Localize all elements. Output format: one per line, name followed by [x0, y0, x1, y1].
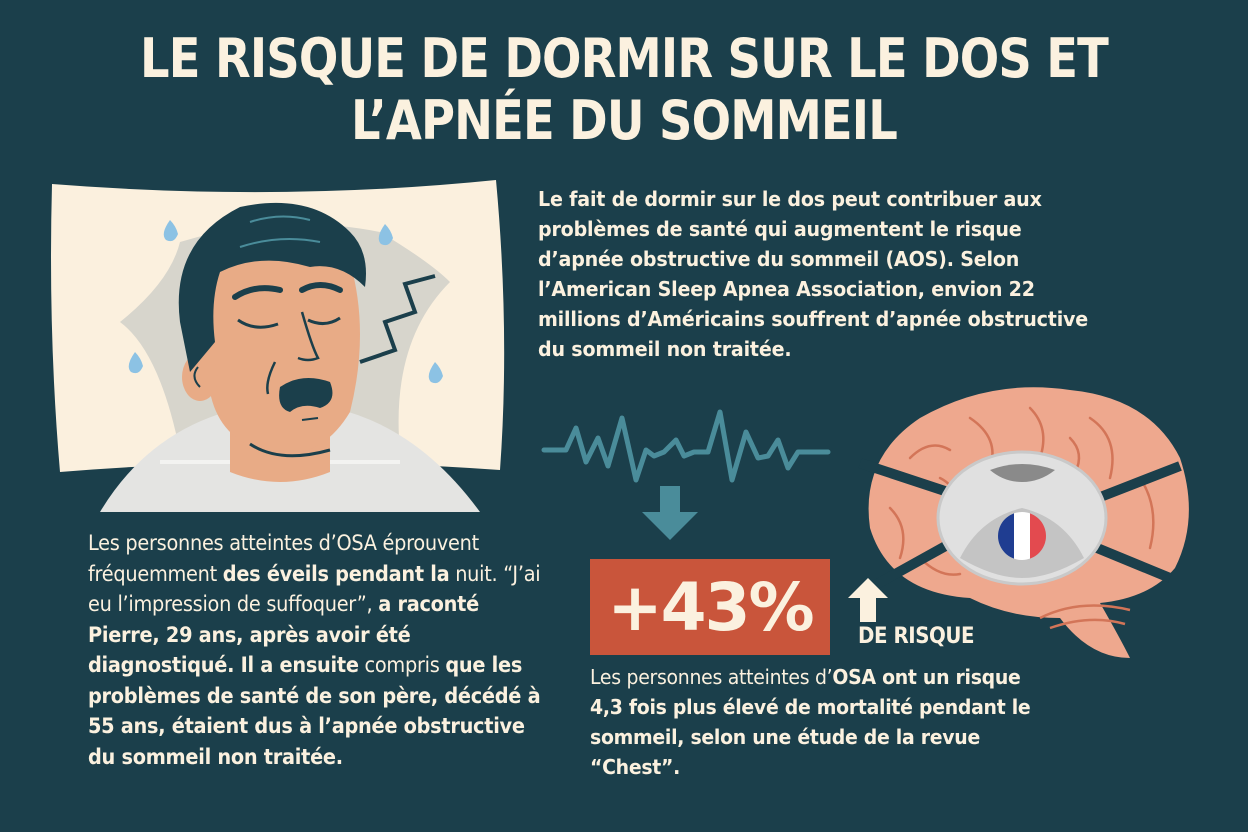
snoring-man-illustration [51, 180, 505, 512]
brain-with-mask-illustration [858, 387, 1189, 658]
arrow-up-icon [848, 578, 888, 622]
title-line-1: LE RISQUE DE DORMIR SUR LE DOS ET [140, 27, 1109, 90]
risk-stat-badge: +43% [590, 559, 830, 655]
page-title: LE RISQUE DE DORMIR SUR LE DOS ET L’APNÉ… [87, 28, 1160, 152]
arrow-down-icon [642, 486, 698, 540]
stat-paragraph: Les personnes atteintes d’OSA ont un ris… [590, 665, 1031, 779]
story-paragraph: Les personnes atteintes d’OSA éprouvent … [88, 531, 541, 769]
title-line-2: L’APNÉE DU SOMMEIL [351, 89, 898, 152]
heartbeat-line-icon [541, 409, 831, 483]
risk-label: DE RISQUE [858, 624, 975, 649]
intro-paragraph: Le fait de dormir sur le dos peut contri… [538, 187, 1089, 361]
france-flag-icon [998, 512, 1046, 560]
